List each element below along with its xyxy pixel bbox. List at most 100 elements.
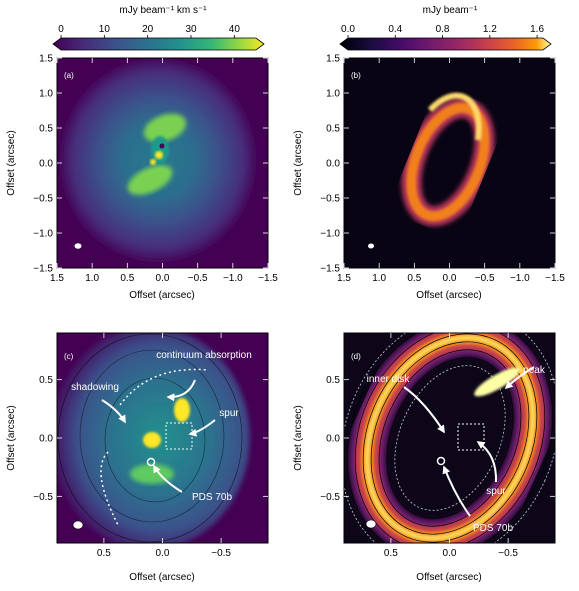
arrow-spur-c [188,419,216,437]
panel-a-image [57,58,268,268]
y-tick-label: 0.5 [39,124,53,135]
panel-c-image [57,333,268,543]
panel-c-ylabel: Offset (arcsec) [6,405,17,470]
spur-box-c [165,422,193,450]
panel-d-xlabel: Offset (arcsec) [416,572,481,583]
panel-d-label: (d) [351,352,361,361]
y-tick-label: −0.5 [33,492,53,503]
colorbar-a-ticks: 0 10 20 30 40 [58,24,240,38]
panel-b-image [344,58,555,268]
panel-c-xlabel: Offset (arcsec) [129,572,194,583]
arrow-pds70b-d [442,465,471,517]
arrow-inner-disk [403,386,445,434]
panel-a-ylabel: Offset (arcsec) [6,130,17,195]
panel-b: (b) 1.5 1.0 0.5 0.0 −0.5 −1.0 −1.51.51.00.50.0… [293,54,565,302]
x-tick-label: −0.5 [188,273,208,284]
shadow-arc-lower [100,451,119,526]
panel-c-label: (c) [64,352,74,361]
arrow-shadowing [101,399,126,424]
colorbar-tick-label: 20 [142,24,154,35]
colorbar-a-label: mJy beam⁻¹ km s⁻¹ [119,5,207,16]
x-tick-label: −1.5 [545,273,565,284]
y-tick-label: 1.0 [326,89,340,100]
panel-b-ticks: 1.5 1.0 0.5 0.0 −0.5 −1.0 −1.51.51.00.50.0−0.5… [320,54,565,285]
x-tick-label: 1.0 [85,273,99,284]
panel-d-ylabel: Offset (arcsec) [293,405,304,470]
arrow-pds70b-c [153,464,183,493]
y-tick-label: 0.0 [326,159,340,170]
x-tick-label: 0.0 [156,273,170,284]
y-tick-label: −1.0 [33,229,53,240]
colorbar-tick-label: 10 [99,24,111,35]
panel-a-label: (a) [64,71,74,80]
colorbar-b-bar [339,37,552,51]
x-tick-label: 0.0 [443,548,457,559]
y-tick-label: 1.5 [326,54,340,65]
beam-ellipse-a [74,243,82,249]
panel-c-ticks: 0.5 0.0 −0.5 0.5 0.0 −0.5 [33,333,268,559]
x-tick-label: −0.5 [475,273,495,284]
x-tick-label: −0.5 [498,548,518,559]
panel-b-xlabel: Offset (arcsec) [416,290,481,301]
shadow-arc-upper [119,368,209,406]
panel-a-ticks: 1.5 1.0 0.5 0.0 −0.5 −1.0 −1.51.51.00.50.0−0.5… [33,54,278,285]
x-tick-label: 0.0 [443,273,457,284]
pds70b-marker-d [436,456,446,466]
colorbar-tick-label: 30 [185,24,197,35]
annotation-pds70b-d: PDS 70b [473,523,513,534]
y-tick-label: 0.0 [39,159,53,170]
y-tick-label: 0.5 [326,124,340,135]
colorbar-tick-label: 0.0 [341,24,355,35]
colorbar-a-bar [52,37,265,51]
annotation-shadowing: shadowing [71,382,119,393]
annotation-inner-disk: inner disk [367,374,411,385]
x-tick-label: 0.0 [156,548,170,559]
x-tick-label: −1.0 [510,273,530,284]
colorbar-tick-label: 0.4 [388,24,402,35]
x-tick-label: 0.5 [97,548,111,559]
x-tick-label: 1.5 [337,273,351,284]
annotation-pds70b-c: PDS 70b [192,492,232,503]
annotation-spur-d: spur [486,486,506,497]
annotation-spur-c: spur [219,408,239,419]
y-tick-label: −1.5 [320,264,340,275]
colorbar-b: mJy beam⁻¹ 0.0 0.4 0.8 1.2 1.6 [339,5,552,51]
y-tick-label: 0.0 [326,434,340,445]
colorbar-tick-label: 0 [58,24,64,35]
x-tick-label: −0.5 [211,548,231,559]
pds70b-marker-c [146,457,156,467]
beam-ellipse-d [365,519,377,529]
annotation-continuum-absorption: continuum absorption [156,350,252,361]
y-tick-label: 0.5 [39,375,53,386]
y-tick-label: 0.5 [326,375,340,386]
x-tick-label: 1.5 [50,273,64,284]
colorbar-tick-label: 0.8 [436,24,450,35]
x-tick-label: 0.5 [407,273,421,284]
colorbar-b-label: mJy beam⁻¹ [423,5,478,16]
y-tick-label: −0.5 [320,194,340,205]
x-tick-label: −1.5 [258,273,278,284]
panel-d-ticks: 0.5 0.0 −0.5 0.5 0.0 −0.5 [320,333,555,559]
panel-b-label: (b) [351,71,361,80]
x-tick-label: 0.5 [120,273,134,284]
x-tick-label: 1.0 [372,273,386,284]
x-tick-label: −1.0 [223,273,243,284]
y-tick-label: −1.5 [33,264,53,275]
panel-d-image [344,333,555,543]
y-tick-label: −0.5 [33,194,53,205]
spur-box-d [457,423,485,451]
colorbar-tick-label: 1.6 [530,24,544,35]
y-tick-label: 1.5 [39,54,53,65]
colorbar-a: mJy beam⁻¹ km s⁻¹ 0 10 20 30 40 [52,5,265,51]
y-tick-label: −0.5 [320,492,340,503]
panel-c: (c) continuum absorption shadowing spur … [6,332,269,583]
colorbar-tick-label: 40 [229,24,241,35]
arrow-continuum [166,379,196,402]
arrow-spur-d [476,441,498,483]
y-tick-label: 0.0 [39,434,53,445]
y-tick-label: 1.0 [39,89,53,100]
beam-ellipse-c [72,520,84,530]
panel-b-ylabel: Offset (arcsec) [293,130,304,195]
panel-d: (d) peak inner disk spur PDS 70b 0.5 0.0 −… [293,332,556,583]
